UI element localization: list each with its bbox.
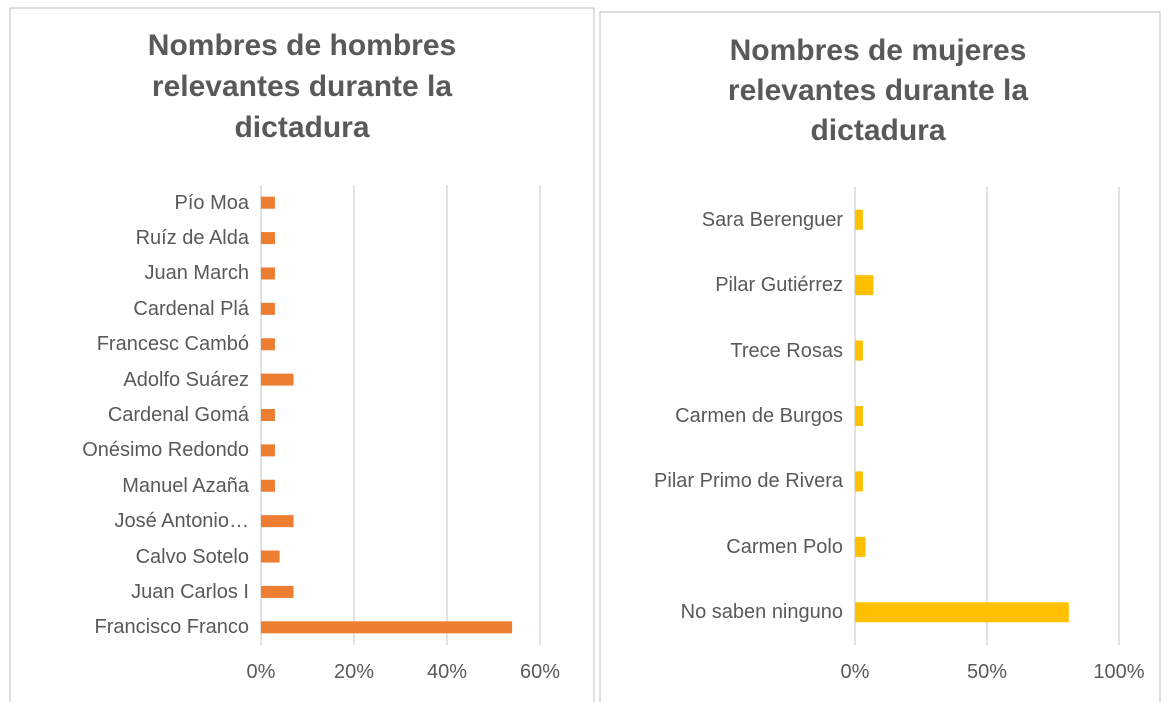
category-label: No saben ninguno (680, 601, 843, 624)
chart-title: Nombres de hombres relevantes durante la d… (148, 29, 456, 144)
category-label: Carmen Polo (726, 535, 843, 558)
bar (261, 585, 294, 598)
bar (855, 471, 863, 492)
category-label-box: Juan March (144, 262, 250, 285)
bar (855, 275, 874, 296)
bar (261, 302, 275, 315)
category-label: Trece Rosas (730, 339, 843, 362)
category-label-box: No saben ninguno (680, 601, 843, 624)
chart-title: Nombres de mujeres relevantes durante la d… (728, 34, 1028, 147)
x-tick-label: 100% (1093, 661, 1144, 683)
bar (855, 602, 1069, 623)
bar (261, 409, 275, 421)
bar (261, 550, 280, 563)
x-tick-label: 0% (841, 661, 870, 683)
bar (261, 267, 275, 280)
bar (261, 444, 275, 457)
bar (855, 209, 863, 230)
bar (855, 536, 866, 557)
bar (261, 373, 294, 386)
category-label: Carmen de Burgos (675, 404, 843, 427)
category-label: Francesc Cambó (96, 333, 249, 356)
bar (261, 621, 513, 634)
category-label: Manuel Azaña (122, 474, 249, 497)
category-label: Ruíz de Alda (135, 227, 249, 250)
category-label: Juan Carlos I (131, 580, 249, 603)
category-label-box: Manuel Azaña (122, 474, 249, 497)
category-label: Juan March (144, 262, 250, 285)
category-label-box: Carmen Polo (726, 535, 843, 558)
category-label-box: Sara Berenguer (701, 208, 843, 231)
category-label-box: Juan Carlos I (131, 580, 249, 603)
category-label-box: Carmen de Burgos (675, 404, 843, 427)
category-label-box: José Antonio… (114, 510, 249, 533)
title-line: dictadura (234, 111, 369, 144)
category-label-box: Calvo Sotelo (135, 545, 249, 568)
category-label: Onésimo Redondo (82, 439, 249, 462)
x-tick-label: 0% (247, 661, 276, 683)
category-label-box: Francesc Cambó (96, 333, 249, 356)
category-label-box: Onésimo Redondo (82, 439, 249, 462)
category-label-box: Ruíz de Alda (135, 227, 249, 250)
category-label: Adolfo Suárez (123, 368, 249, 391)
right-panel (599, 11, 1161, 702)
bar (261, 479, 275, 492)
x-tick-label: 40% (427, 661, 467, 683)
category-label-box: Pilar Primo de Rivera (654, 470, 843, 493)
category-label: Cardenal Plá (133, 297, 249, 320)
category-label-box: Trece Rosas (730, 339, 843, 362)
bar (855, 340, 863, 361)
category-label-box: Cardenal Plá (133, 297, 249, 320)
category-label: José Antonio… (114, 510, 249, 533)
left-panel (9, 7, 595, 702)
title-line: Nombres de mujeres (730, 34, 1027, 67)
category-label: Francisco Franco (94, 616, 250, 639)
bar (855, 406, 863, 426)
category-label: Cardenal Gomá (107, 403, 249, 426)
category-label: Calvo Sotelo (135, 545, 249, 568)
x-tick-label: 20% (334, 661, 374, 683)
x-tick-label: 60% (520, 661, 560, 683)
title-line: relevantes durante la (152, 70, 452, 103)
category-label: Pilar Primo de Rivera (654, 470, 843, 493)
category-label-box: Cardenal Gomá (107, 403, 249, 426)
category-label-box: Francisco Franco (94, 616, 250, 639)
x-tick-label: 50% (967, 661, 1007, 683)
category-label: Pilar Gutiérrez (715, 274, 843, 297)
bar (261, 338, 275, 351)
bar (261, 515, 294, 528)
category-label: Sara Berenguer (701, 208, 843, 231)
title-line: relevantes durante la (728, 74, 1028, 107)
title-line: dictadura (810, 114, 945, 147)
bar (261, 232, 275, 245)
category-label-box: Pilar Gutiérrez (715, 274, 843, 297)
bar (261, 196, 275, 209)
category-label-box: Adolfo Suárez (123, 368, 249, 391)
category-label-box: Pío Moa (174, 191, 249, 214)
title-line: Nombres de hombres (148, 29, 456, 62)
category-label: Pío Moa (174, 191, 249, 214)
